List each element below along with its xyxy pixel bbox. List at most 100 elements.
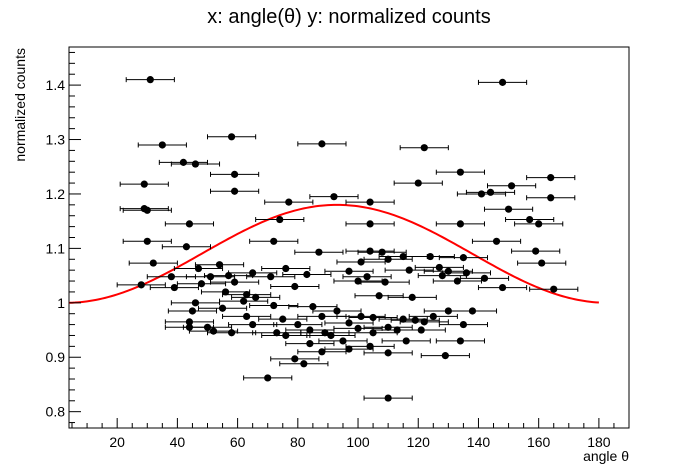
data-point xyxy=(219,297,269,305)
point-marker xyxy=(354,324,362,332)
point-marker xyxy=(462,269,471,277)
data-point xyxy=(197,304,248,312)
point-marker xyxy=(318,140,326,148)
point-marker xyxy=(146,76,154,84)
y-tick-label: 1.1 xyxy=(46,240,66,256)
y-tick-label: 1.3 xyxy=(46,132,66,148)
data-point xyxy=(173,264,224,273)
data-point xyxy=(526,174,576,182)
point-marker xyxy=(384,255,392,263)
point-marker xyxy=(405,266,413,274)
data-point xyxy=(447,307,498,315)
data-point xyxy=(393,179,443,187)
point-marker xyxy=(191,160,200,168)
point-marker xyxy=(264,374,272,382)
point-marker xyxy=(363,273,371,281)
data-point xyxy=(210,278,260,286)
data-point xyxy=(432,277,482,285)
data-point xyxy=(363,349,413,357)
point-marker xyxy=(547,194,555,202)
data-point xyxy=(170,160,221,168)
data-point xyxy=(345,198,395,206)
data-point xyxy=(342,273,392,281)
data-point xyxy=(399,144,449,152)
x-tick-label: 180 xyxy=(587,434,611,450)
data-point xyxy=(408,312,458,321)
point-marker xyxy=(185,220,194,228)
point-marker xyxy=(441,352,449,360)
data-point xyxy=(420,352,470,360)
data-point xyxy=(149,283,199,292)
point-marker xyxy=(276,215,284,224)
point-marker xyxy=(249,269,257,277)
point-marker xyxy=(158,141,166,149)
x-tick-label: 120 xyxy=(407,434,431,450)
data-point xyxy=(435,168,485,176)
data-point xyxy=(255,215,305,224)
data-point xyxy=(116,281,166,289)
point-marker xyxy=(291,282,299,291)
point-marker xyxy=(230,170,239,178)
y-tick-label: 0.9 xyxy=(46,349,66,365)
data-point xyxy=(354,292,404,300)
data-point xyxy=(243,374,293,382)
data-point xyxy=(300,329,350,337)
point-marker xyxy=(203,323,212,331)
data-point xyxy=(285,340,335,348)
data-point xyxy=(336,258,386,266)
point-marker xyxy=(285,198,293,206)
x-tick-label: 100 xyxy=(346,434,370,450)
data-point xyxy=(249,301,299,310)
point-marker xyxy=(330,193,338,201)
point-marker xyxy=(230,187,239,195)
y-tick-label: 1.2 xyxy=(46,186,66,202)
point-marker xyxy=(480,274,489,282)
data-point xyxy=(333,277,383,285)
point-marker xyxy=(206,273,215,281)
point-marker xyxy=(369,313,377,322)
point-marker xyxy=(414,179,422,187)
point-marker xyxy=(215,261,224,269)
data-point xyxy=(417,272,467,280)
data-point xyxy=(514,220,564,228)
y-axis-label: normalized counts xyxy=(12,48,28,162)
point-marker xyxy=(444,267,452,275)
point-marker xyxy=(456,168,464,176)
point-marker xyxy=(197,280,206,288)
point-marker xyxy=(267,273,275,281)
data-point xyxy=(161,243,212,251)
point-marker xyxy=(459,254,468,262)
point-marker xyxy=(339,337,347,345)
data-point xyxy=(270,355,320,363)
point-marker xyxy=(526,215,534,224)
point-marker xyxy=(306,340,314,348)
data-point xyxy=(336,312,386,321)
point-marker xyxy=(227,329,236,337)
data-point xyxy=(526,194,576,202)
point-marker xyxy=(137,281,145,289)
point-marker xyxy=(140,180,148,188)
x-tick-label: 20 xyxy=(109,434,125,450)
x-tick-label: 60 xyxy=(230,434,246,450)
data-point xyxy=(164,220,215,228)
point-marker xyxy=(345,267,353,275)
point-marker xyxy=(167,273,175,281)
point-marker xyxy=(357,258,365,266)
data-point xyxy=(405,252,455,261)
point-marker xyxy=(194,264,203,273)
data-point xyxy=(258,315,308,323)
point-marker xyxy=(426,252,434,261)
fit-curve xyxy=(68,203,599,304)
point-marker xyxy=(149,259,157,267)
data-point xyxy=(119,180,169,188)
data-point xyxy=(456,190,507,198)
data-point xyxy=(222,291,272,299)
point-marker xyxy=(345,319,353,327)
point-marker xyxy=(532,247,540,255)
point-marker xyxy=(486,188,495,196)
point-marker xyxy=(366,247,374,255)
data-point xyxy=(297,348,347,356)
x-tick-label: 80 xyxy=(290,434,306,450)
data-point xyxy=(414,263,464,272)
